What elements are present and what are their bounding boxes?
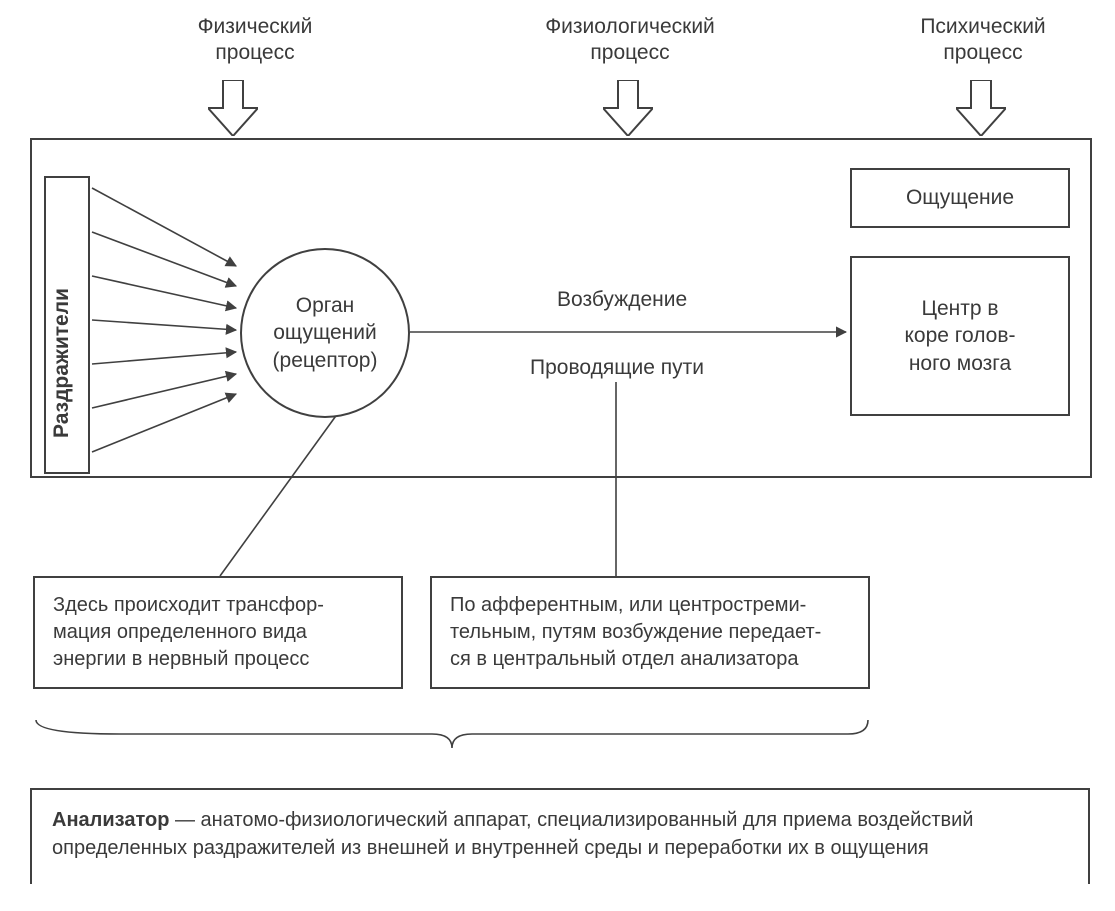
stimuli-arrows: [0, 0, 1115, 911]
sensation-box: Ощущение: [850, 168, 1070, 228]
definition-box: Анализатор — анатомо-физиологический апп…: [30, 788, 1090, 884]
pathways-label: Проводящие пути: [530, 356, 704, 380]
brain-center-box: Центр вкоре голов-ного мозга: [850, 256, 1070, 416]
excitation-label: Возбуждение: [557, 288, 687, 312]
definition-term: Анализатор: [52, 809, 169, 831]
definition-text: — анатомо-физиологический аппарат, специ…: [52, 809, 973, 859]
callout-receptor: Здесь происходит трансфор-мация определе…: [33, 576, 403, 689]
receptor-node: Органощущений(рецептор): [240, 248, 410, 418]
analyzer-diagram: Физическийпроцесс Физиологическийпроцесс…: [0, 0, 1115, 911]
brain-center-label: Центр вкоре голов-ного мозга: [904, 295, 1015, 377]
sensation-label: Ощущение: [906, 186, 1014, 210]
receptor-label: Органощущений(рецептор): [273, 292, 378, 374]
callout-pathways: По афферентным, или центростреми-тельным…: [430, 576, 870, 689]
